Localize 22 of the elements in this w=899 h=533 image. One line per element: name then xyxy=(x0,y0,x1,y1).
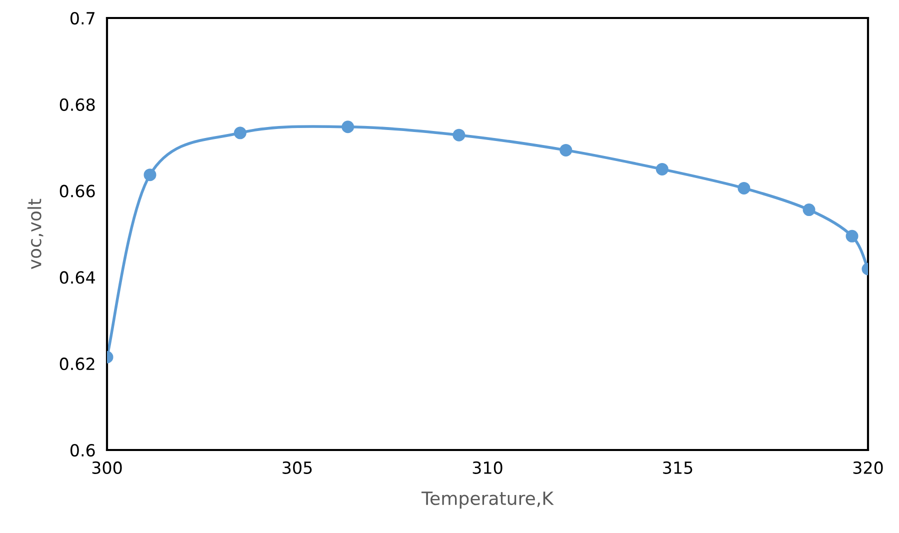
x-tick-label: 320 xyxy=(853,461,883,474)
point xyxy=(234,126,246,140)
x-tick-label: 310 xyxy=(472,461,502,474)
y-tick-label: 0.68 xyxy=(60,98,95,111)
y-tick-label: 0.66 xyxy=(60,184,95,198)
y-tick-label: 0.62 xyxy=(60,358,94,370)
point xyxy=(560,144,572,156)
point xyxy=(342,120,354,134)
x-tick-label: 315 xyxy=(663,461,692,474)
point xyxy=(144,168,156,182)
y-tick-label: 0.64 xyxy=(60,271,95,284)
y-axis-title: voc,volt xyxy=(27,198,44,270)
y-tick-label: 0.6 xyxy=(70,444,95,457)
point xyxy=(738,182,750,194)
x-tick-label: 300 xyxy=(92,461,122,474)
y-tick-label: 0.7 xyxy=(70,12,94,25)
point xyxy=(802,204,816,216)
point xyxy=(846,230,858,242)
x-axis-title: Temperature,K xyxy=(421,492,554,509)
point xyxy=(452,128,466,142)
x-tick-label: 305 xyxy=(282,461,312,474)
point xyxy=(656,162,668,176)
